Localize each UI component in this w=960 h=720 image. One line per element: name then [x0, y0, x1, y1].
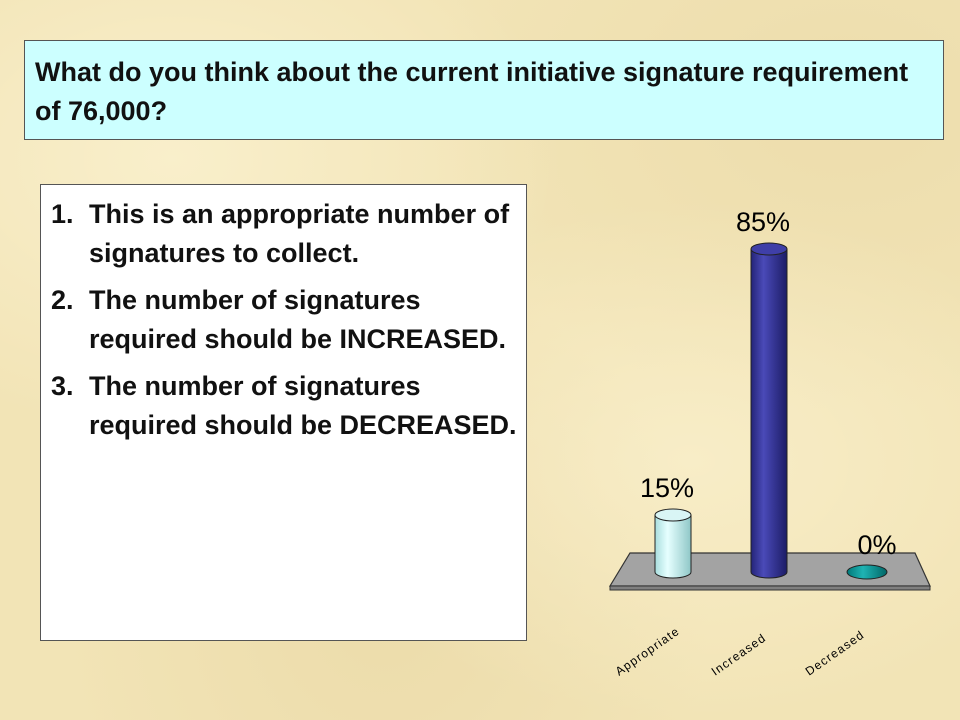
category-label: Increased	[709, 631, 769, 679]
option-item-3: 3. The number of signatures required sho…	[51, 367, 518, 445]
category-label: Decreased	[803, 628, 867, 679]
bar-body	[750, 248, 788, 579]
option-number: 1.	[51, 199, 74, 229]
option-number: 3.	[51, 371, 74, 401]
chart-marks: 15% Appropriate 85% Increased 0% Decreased	[613, 207, 897, 678]
bar-decreased: 0%	[846, 530, 897, 580]
data-label: 85%	[736, 207, 790, 237]
bar-top	[750, 242, 788, 256]
option-number: 2.	[51, 285, 74, 315]
option-text: The number of signatures required should…	[89, 371, 517, 440]
chart-floor-edge	[609, 585, 931, 591]
bar-increased: 85%	[736, 207, 790, 579]
bar-disc	[846, 564, 888, 580]
option-item-1: 1. This is an appropriate number of sign…	[51, 195, 518, 273]
bar-top	[654, 508, 692, 522]
option-item-2: 2. The number of signatures required sho…	[51, 281, 518, 359]
category-label: Appropriate	[613, 624, 683, 679]
question-text: What do you think about the current init…	[35, 57, 909, 126]
data-label: 15%	[640, 473, 694, 503]
bar-body	[654, 514, 692, 579]
results-bar-chart: 15% Appropriate 85% Increased 0% Decreased	[608, 207, 931, 678]
option-text: The number of signatures required should…	[89, 285, 507, 354]
question-box: What do you think about the current init…	[24, 40, 944, 140]
option-text: This is an appropriate number of signatu…	[89, 199, 510, 268]
data-label: 0%	[857, 530, 896, 560]
bar-appropriate: 15%	[640, 473, 694, 579]
answer-options-box: 1. This is an appropriate number of sign…	[40, 184, 527, 641]
